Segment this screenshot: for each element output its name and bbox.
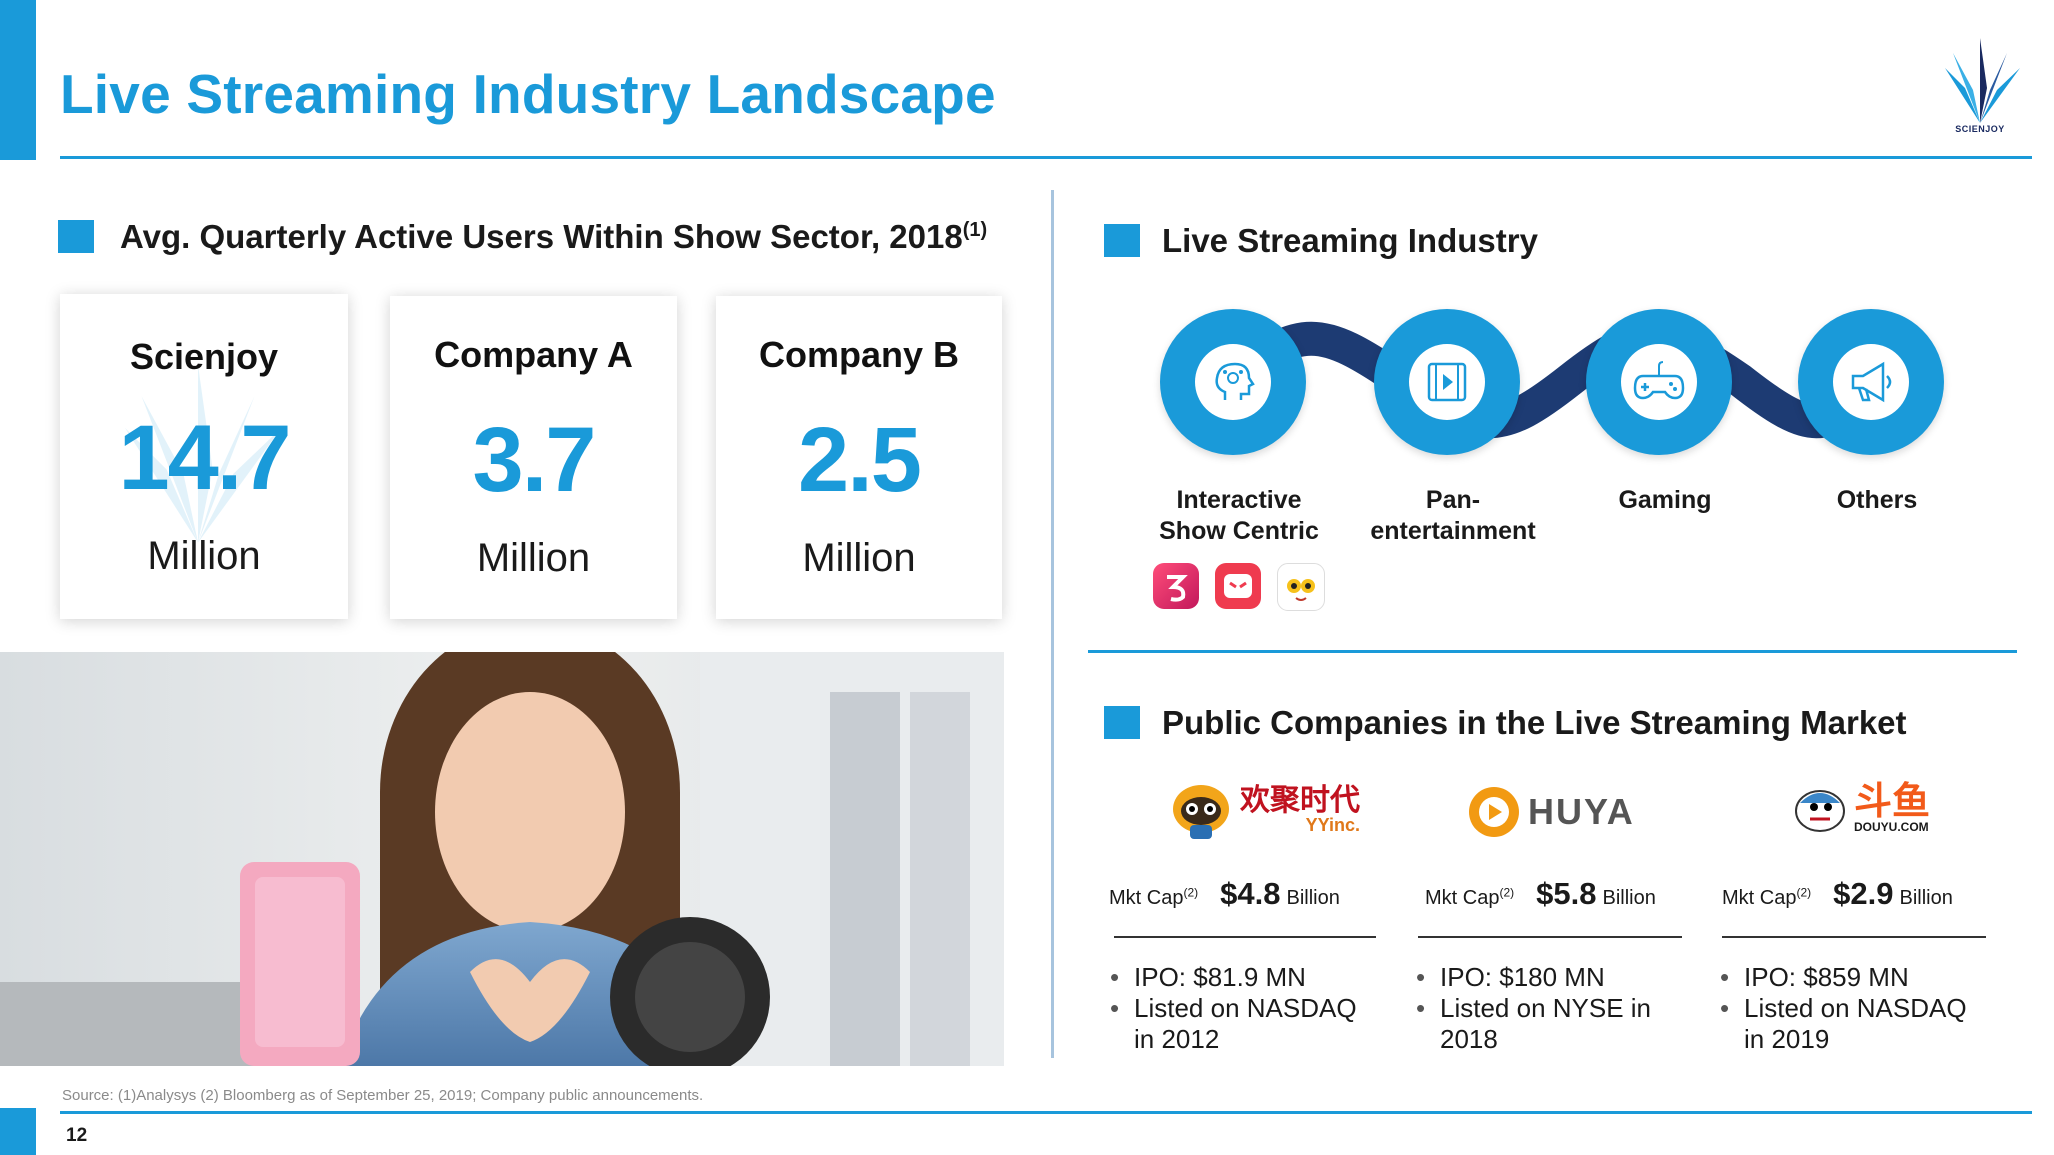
section-marker [58,220,94,253]
slide-title: Live Streaming Industry Landscape [60,63,996,125]
shark-mascot-icon [1795,790,1845,832]
card-value: 2.5 [798,409,922,511]
huya-logo-text: HUYA [1528,791,1635,832]
douyu-logo: 斗鱼 DOUYU.COM [1790,776,1930,840]
megaphone-icon [1851,361,1892,403]
page-number: 12 [66,1125,88,1146]
active-users-heading: Avg. Quarterly Active Users Within Show … [120,218,988,255]
film-play-icon [1427,362,1467,402]
mkt-cap-yy: Mkt Cap(2) $4.8 Billion [1109,876,1340,911]
watermark-logo-icon [124,364,282,543]
mkt-cap-douyu: Mkt Cap(2) $2.9 Billion [1722,876,1953,911]
card-unit: Million [476,536,591,580]
company-rule [1418,936,1682,938]
ipo-bullet: IPO: $81.9 MN [1110,962,1380,993]
logo-wordmark: SCIENJOY [1955,124,2005,134]
source-footnote: Source: (1)Analysys (2) Bloomberg as of … [62,1087,704,1104]
huya-logo: HUYA [1466,780,1635,844]
app-icon-3 [1277,563,1325,611]
ai-head-icon [1215,362,1255,400]
column-divider [1051,190,1054,1058]
douyu-logo-en: DOUYU.COM [1854,820,1929,834]
category-circle-interactive[interactable] [1160,309,1306,455]
yy-logo-cn: 欢聚时代 [1240,784,1360,817]
mkt-cap-huya: Mkt Cap(2) $5.8 Billion [1425,876,1656,911]
ipo-bullet: IPO: $859 MN [1720,962,1990,993]
scienjoy-logo-icon [1945,38,2020,123]
douyu-logo-cn: 斗鱼 [1854,781,1931,823]
card-company-name: Company B [758,334,960,375]
header-accent-bar [0,0,36,160]
card-value: 3.7 [472,409,597,511]
raccoon-mascot-icon [1173,785,1229,839]
company-rule [1722,936,1986,938]
category-circle-others[interactable] [1798,309,1944,455]
card-company-name: Scienjoy [129,336,279,377]
gamepad-icon [1633,361,1685,400]
category-circle-gaming[interactable] [1586,309,1732,455]
section-marker [1104,706,1140,739]
stat-card-scienjoy: Scienjoy 14.7 Million [60,294,348,619]
section-marker [1104,224,1140,257]
app-icon-2 [1215,563,1261,609]
card-unit: Million [147,534,261,578]
card-company-name: Company A [434,334,633,375]
industry-heading: Live Streaming Industry [1162,222,1538,259]
huya-play-icon [1469,787,1519,837]
card-value: 14.7 [118,407,291,509]
yy-logo-en: YYinc. [1305,815,1360,835]
category-label-interactive: Interactive Show Centric [1159,486,1319,545]
public-companies-heading: Public Companies in the Live Streaming M… [1162,704,1907,741]
yy-logo: 欢聚时代 YYinc. [1168,778,1360,842]
footer-rule [60,1111,2032,1114]
ipo-bullet: IPO: $180 MN [1416,962,1686,993]
section-rule [1088,650,2017,653]
stat-card-company-a: Company A 3.7 Million [390,296,677,619]
category-label-others: Others [1836,486,1918,514]
app-icon-1 [1153,563,1199,609]
title-rule [60,156,2032,159]
category-circle-pan-entertainment[interactable] [1374,309,1520,455]
stat-card-company-b: Company B 2.5 Million [716,296,1002,619]
category-label-gaming: Gaming [1618,486,1712,514]
footer-accent-bar [0,1108,36,1155]
category-label-pan-entertainment: Pan-entertainment [1370,486,1536,545]
streamer-photo [0,652,1004,1066]
category-connector [1219,321,1884,439]
card-unit: Million [802,536,916,580]
company-rule [1114,936,1376,938]
